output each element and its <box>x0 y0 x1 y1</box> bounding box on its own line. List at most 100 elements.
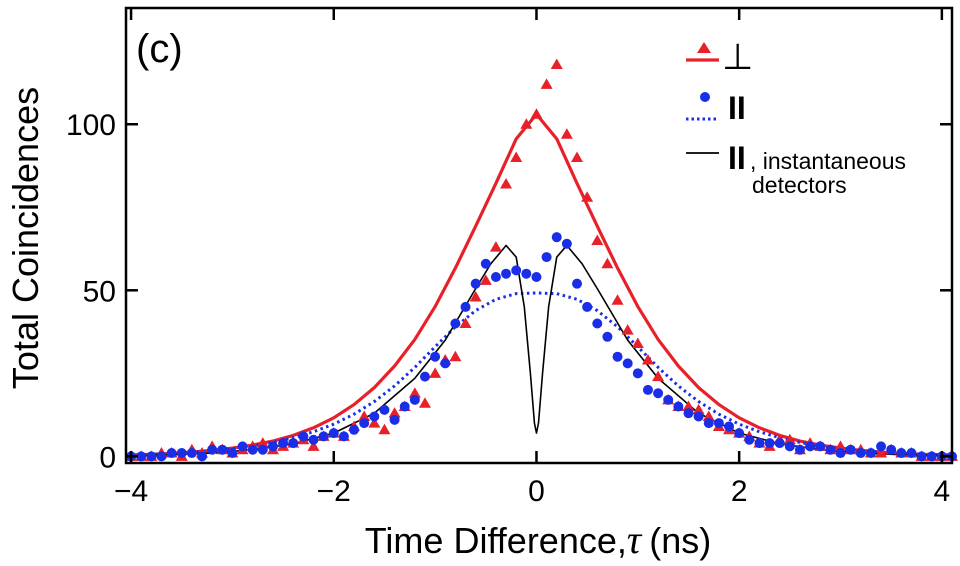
x-tick-label: −2 <box>317 475 351 508</box>
par-data-point <box>906 448 917 459</box>
par-data-point <box>835 448 846 459</box>
par-data-point <box>744 434 755 445</box>
par-data-point <box>774 438 785 449</box>
legend-par-marker <box>700 92 710 102</box>
plot-area <box>125 58 958 462</box>
perp-data-point <box>702 410 715 422</box>
par-data-point <box>470 278 481 289</box>
par-data-point <box>197 451 208 462</box>
perp-data-point <box>571 151 584 162</box>
par-data-point <box>490 272 501 283</box>
perp-data-point <box>611 294 624 305</box>
par-data-point <box>511 265 522 276</box>
perp-data-point <box>560 128 573 139</box>
perp-data-point <box>388 407 401 418</box>
par-data-point <box>389 414 400 425</box>
par-data-point <box>288 438 299 449</box>
par-data-point <box>653 388 664 399</box>
legend-instantaneous-label: II <box>728 140 746 176</box>
par-data-point <box>450 318 461 329</box>
perp-data-point <box>783 433 796 445</box>
x-tick-label: 4 <box>934 475 951 508</box>
perp-data-point <box>520 118 533 129</box>
x-axis-title-symbol: τ <box>627 517 643 562</box>
par-data-point <box>298 431 309 442</box>
par-data-point <box>399 401 410 412</box>
par-data-point <box>480 258 491 269</box>
par-data-point <box>561 238 572 249</box>
perp-data-point <box>550 58 563 69</box>
par-data-point <box>784 441 795 452</box>
par-data-point <box>186 448 197 459</box>
par-data-point <box>764 438 775 449</box>
par-data-point <box>896 448 907 459</box>
par-data-point <box>379 404 390 415</box>
par-data-point <box>247 444 258 455</box>
perp-data-point <box>469 290 482 302</box>
perp-data-point <box>540 78 553 89</box>
par-data-point <box>754 438 765 449</box>
par-data-point <box>592 318 603 329</box>
par-data-point <box>328 428 339 439</box>
par-data-point <box>632 368 643 379</box>
par-data-point <box>602 331 613 342</box>
perp-data-point <box>631 337 644 348</box>
x-axis-title-unit: (ns) <box>649 520 711 561</box>
perp-data-point <box>621 324 634 335</box>
par-data-point <box>318 431 329 442</box>
par-data-point <box>612 351 623 362</box>
par-data-point <box>308 434 319 445</box>
par-data-point <box>176 448 187 459</box>
legend-par-label: II <box>728 90 746 126</box>
par-data-point <box>815 441 826 452</box>
par-data-point <box>237 441 248 452</box>
par-data-point <box>865 448 876 459</box>
panel-label: (c) <box>136 27 183 71</box>
par-data-point <box>926 451 937 462</box>
par-data-point <box>501 268 512 279</box>
par-data-point <box>409 394 420 405</box>
perp-data-point <box>510 151 523 162</box>
par-data-point <box>713 418 724 429</box>
legend-perp-marker <box>697 42 711 53</box>
par-data-point <box>531 272 542 283</box>
par-data-point <box>521 268 532 279</box>
x-tick-label: 0 <box>528 475 545 508</box>
par-data-point <box>642 384 653 395</box>
par-data-point <box>825 444 836 455</box>
y-tick-label: 50 <box>83 275 116 308</box>
par-data-point <box>278 438 289 449</box>
par-data-point <box>440 358 451 369</box>
legend-instantaneous-sublabel2: detectors <box>752 172 847 198</box>
plot-frame <box>124 6 954 465</box>
par-data-point <box>683 408 694 419</box>
perp-data-point <box>479 274 492 285</box>
perp-data-point <box>652 370 665 382</box>
x-tick-label: −4 <box>114 475 148 508</box>
par-data-point <box>430 351 441 362</box>
par-data-point <box>582 301 593 312</box>
perp-data-point <box>378 423 391 435</box>
perp-data-point <box>429 367 442 378</box>
par-data-point <box>551 232 562 243</box>
par-data-point <box>146 451 157 462</box>
par-data-point <box>703 418 714 429</box>
perp-data-point <box>408 387 421 398</box>
par-data-point <box>227 448 238 459</box>
par-data-point <box>855 448 866 459</box>
par-data-point <box>156 451 167 462</box>
par-data-point <box>572 278 583 289</box>
par-data-point <box>663 394 674 405</box>
perp-data-point <box>601 257 614 269</box>
x-axis-title-text: Time Difference, <box>365 520 627 561</box>
par-data-point <box>876 441 887 452</box>
par-data-point <box>257 444 268 455</box>
par-data-point <box>724 421 735 432</box>
perp-data-point <box>368 417 381 428</box>
par-data-point <box>693 411 704 422</box>
perp-data-point <box>307 440 320 451</box>
par-data-point <box>419 371 430 382</box>
x-axis-title: Time Difference,τ (ns) <box>365 517 711 562</box>
perp-data-point <box>459 317 472 329</box>
legend-instantaneous-sublabel: , instantaneous <box>750 148 906 174</box>
